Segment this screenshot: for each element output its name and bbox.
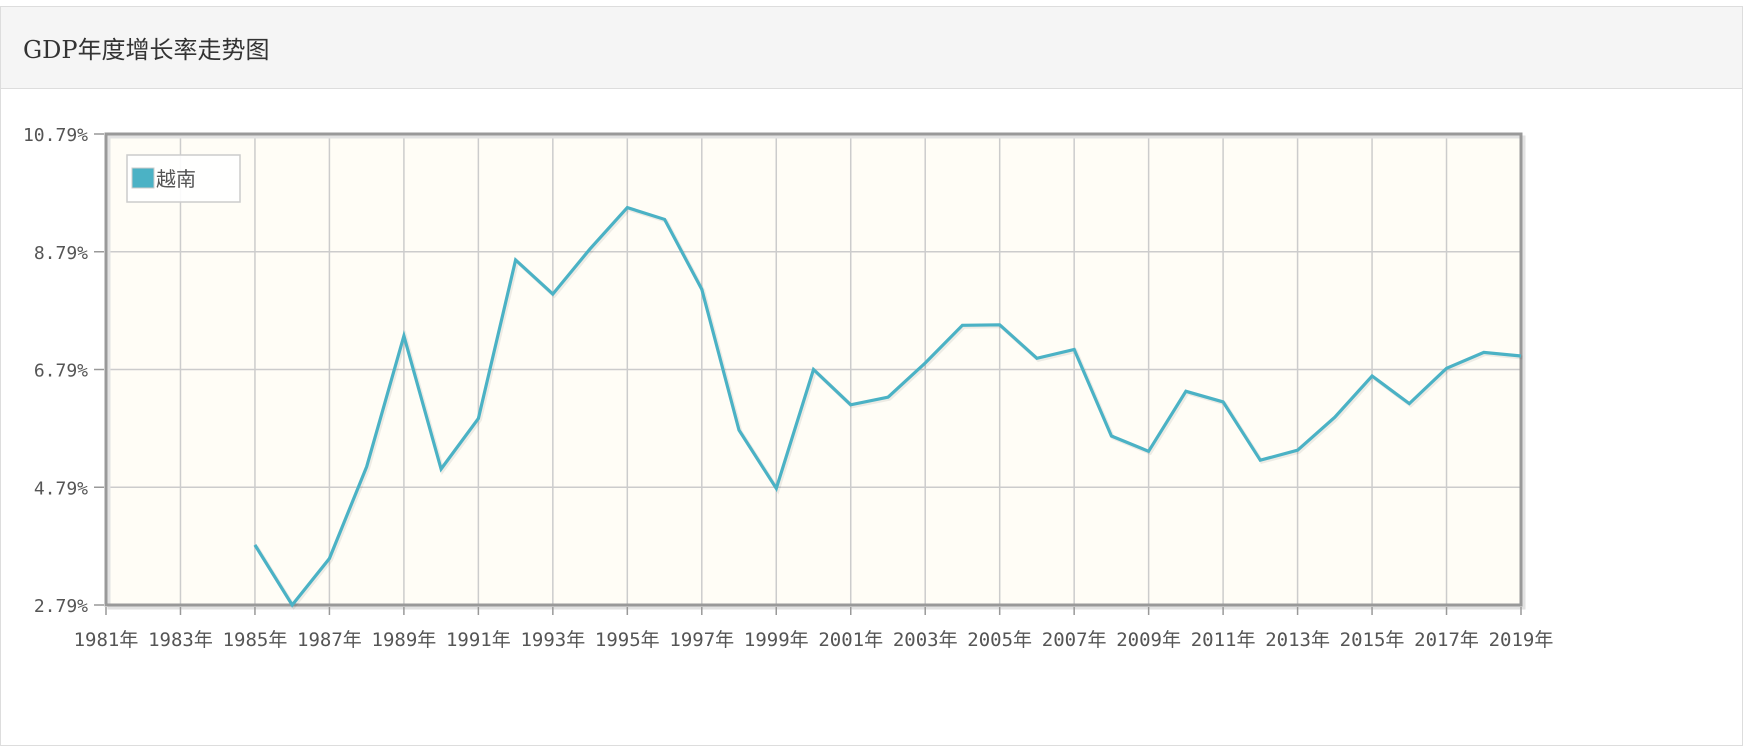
chart-area: 10.79% 8.79% 6.79% 4.79% 2.79% 1981年 1983年 198… (1, 89, 1744, 747)
y-tick-label: 2.79% (34, 596, 88, 617)
x-tick-label: 2003年 (893, 629, 958, 651)
x-tick-label: 1983年 (148, 629, 213, 651)
series-line-shadow (254, 206, 1523, 610)
x-tick-label: 1993年 (520, 629, 585, 651)
x-tick-label: 2015年 (1340, 629, 1405, 651)
x-tick-label: 1987年 (297, 629, 362, 651)
x-tick-label: 2011年 (1191, 629, 1256, 651)
x-tick-label: 1985年 (223, 629, 288, 651)
x-tick-label: 1997年 (669, 629, 734, 651)
y-tick-label: 10.79% (23, 125, 88, 146)
y-tick-label: 6.79% (34, 361, 88, 382)
x-tick-label: 1999年 (744, 629, 809, 651)
x-tick-label: 1981年 (74, 629, 139, 651)
x-tick-label: 2001年 (818, 629, 883, 651)
panel-title: GDP年度增长率走势图 (23, 36, 270, 64)
legend-swatch (131, 167, 155, 189)
x-tick-label: 2009年 (1116, 629, 1181, 651)
y-tick-label: 8.79% (34, 243, 88, 264)
plot-frame (104, 132, 1523, 607)
panel-header: GDP年度增长率走势图 (1, 7, 1742, 89)
x-tick-label: 1991年 (446, 629, 511, 651)
x-tick-label: 1995年 (595, 629, 660, 651)
x-tick-label: 2007年 (1042, 629, 1107, 651)
x-tick-label: 2013年 (1265, 629, 1330, 651)
chart-panel: GDP年度增长率走势图 10.79% 8.79% 6.79% 4.79% 2.79% 1… (0, 6, 1743, 746)
x-tick-label: 2005年 (967, 629, 1032, 651)
series-line (253, 205, 1522, 608)
plot-frame-shadow (107, 135, 1526, 610)
x-tick-label: 2019年 (1489, 629, 1554, 651)
legend-label: 越南 (156, 167, 196, 191)
x-tick-label: 1989年 (372, 629, 437, 651)
x-tick-label: 2017年 (1414, 629, 1479, 651)
y-tick-label: 4.79% (34, 478, 88, 499)
gdp-line-chart: 10.79% 8.79% 6.79% 4.79% 2.79% 1981年 1983年 198… (23, 125, 1554, 651)
